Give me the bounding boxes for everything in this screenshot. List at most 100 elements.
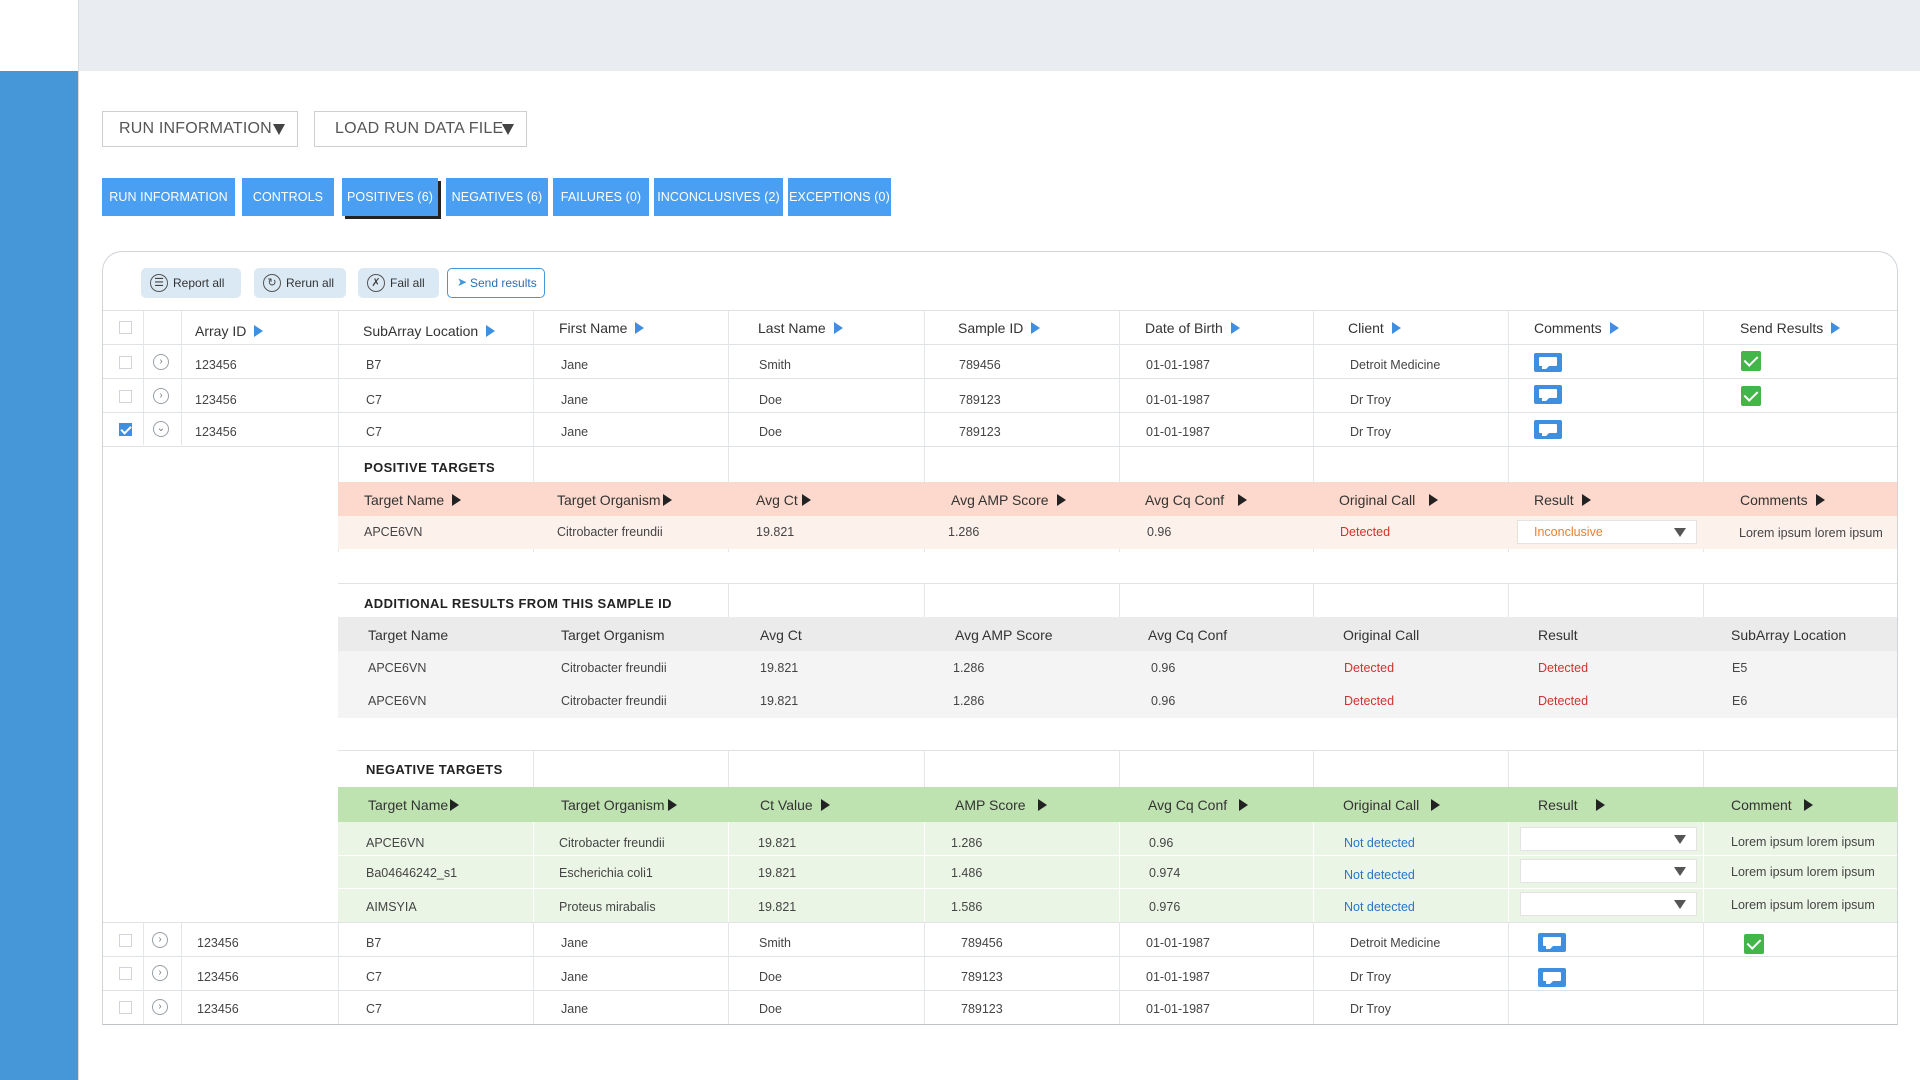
cell-original-call: Detected bbox=[1344, 694, 1395, 708]
col-divider bbox=[728, 922, 729, 1024]
expand-row-icon[interactable]: › bbox=[153, 354, 169, 370]
add-col-target-organism: Target Organism bbox=[561, 627, 665, 643]
sort-icon bbox=[486, 325, 496, 337]
expand-row-icon[interactable]: › bbox=[152, 999, 168, 1015]
tab-inconclusives[interactable]: INCONCLUSIVES (2) bbox=[654, 178, 783, 216]
neg-col-avg-cq-conf[interactable]: Avg Cq Conf bbox=[1148, 797, 1249, 813]
cell-subarray: C7 bbox=[366, 393, 382, 407]
load-run-data-file-dropdown[interactable]: LOAD RUN DATA FILE bbox=[314, 111, 527, 147]
expand-row-icon[interactable]: › bbox=[153, 388, 169, 404]
pos-col-result[interactable]: Result bbox=[1534, 492, 1591, 508]
cell-sample-id: 789123 bbox=[961, 1002, 1003, 1016]
tab-controls[interactable]: CONTROLS bbox=[242, 178, 334, 216]
col-sample-id[interactable]: Sample ID bbox=[958, 320, 1041, 336]
cell-original-call: Not detected bbox=[1344, 900, 1415, 914]
cell-result: Detected bbox=[1538, 694, 1589, 708]
cell-first-name: Jane bbox=[561, 358, 589, 372]
pos-col-comments[interactable]: Comments bbox=[1740, 492, 1825, 508]
row-checkbox[interactable] bbox=[119, 934, 132, 947]
add-col-original-call: Original Call bbox=[1343, 627, 1420, 643]
tab-negatives[interactable]: NEGATIVES (6) bbox=[446, 178, 548, 216]
tab-positives[interactable]: POSITIVES (6) bbox=[342, 178, 438, 216]
col-first-name[interactable]: First Name bbox=[559, 320, 645, 336]
cell-first-name: Jane bbox=[561, 970, 589, 984]
result-select[interactable] bbox=[1520, 827, 1697, 851]
fail-all-button[interactable]: ✗ Fail all bbox=[358, 268, 439, 298]
col-divider bbox=[1508, 750, 1509, 787]
neg-col-target-name[interactable]: Target Name bbox=[368, 797, 460, 813]
comment-icon[interactable] bbox=[1538, 933, 1566, 952]
tab-failures[interactable]: FAILURES (0) bbox=[553, 178, 649, 216]
pos-col-avg-cq-conf[interactable]: Avg Cq Conf bbox=[1145, 492, 1248, 508]
cell-dob: 01-01-1987 bbox=[1146, 1002, 1210, 1016]
col-divider bbox=[1508, 922, 1509, 1024]
row-divider bbox=[103, 990, 1897, 991]
send-result-check-icon[interactable] bbox=[1741, 386, 1761, 406]
comment-icon[interactable] bbox=[1534, 385, 1562, 404]
col-divider bbox=[1119, 750, 1120, 787]
pos-col-avg-ct[interactable]: Avg Ct bbox=[756, 492, 811, 508]
comment-icon[interactable] bbox=[1534, 420, 1562, 439]
pos-col-avg-amp-score[interactable]: Avg AMP Score bbox=[951, 492, 1066, 508]
comment-icon[interactable] bbox=[1534, 353, 1562, 372]
send-results-button[interactable]: ➤ Send results bbox=[447, 268, 545, 298]
cell-subarray: C7 bbox=[366, 1002, 382, 1016]
collapse-row-icon[interactable]: ⌄ bbox=[153, 421, 169, 437]
col-divider bbox=[533, 311, 534, 552]
row-checkbox[interactable] bbox=[119, 967, 132, 980]
top-bar bbox=[0, 0, 1920, 71]
col-date-of-birth[interactable]: Date of Birth bbox=[1145, 320, 1240, 336]
neg-col-target-organism[interactable]: Target Organism bbox=[561, 797, 678, 813]
col-array-id[interactable]: Array ID bbox=[195, 323, 264, 339]
cell-subarray: B7 bbox=[366, 358, 382, 372]
cell-avg-amp: 1.286 bbox=[948, 525, 980, 539]
cell-avg-cq: 0.96 bbox=[1151, 694, 1176, 708]
row-checkbox[interactable] bbox=[119, 390, 132, 403]
rerun-all-button[interactable]: ↻ Rerun all bbox=[254, 268, 346, 298]
select-all-checkbox[interactable] bbox=[119, 321, 132, 334]
neg-col-original-call[interactable]: Original Call bbox=[1343, 797, 1441, 813]
col-comments[interactable]: Comments bbox=[1534, 320, 1619, 336]
row-checkbox[interactable] bbox=[119, 1001, 132, 1014]
send-result-check-icon[interactable] bbox=[1744, 934, 1764, 954]
comment-icon[interactable] bbox=[1538, 968, 1566, 987]
neg-col-comment[interactable]: Comment bbox=[1731, 797, 1813, 813]
neg-col-result[interactable]: Result bbox=[1538, 797, 1605, 813]
col-last-name[interactable]: Last Name bbox=[758, 320, 843, 336]
result-select[interactable] bbox=[1520, 859, 1697, 883]
pos-col-target-organism[interactable]: Target Organism bbox=[557, 492, 673, 508]
send-result-check-icon[interactable] bbox=[1741, 351, 1761, 371]
tab-exceptions[interactable]: EXCEPTIONS (0) bbox=[788, 178, 891, 216]
report-all-button[interactable]: ☰ Report all bbox=[141, 268, 241, 298]
col-divider bbox=[728, 311, 729, 552]
pos-col-target-name[interactable]: Target Name bbox=[364, 492, 462, 508]
cell-dob: 01-01-1987 bbox=[1146, 393, 1210, 407]
cell-subarray: B7 bbox=[366, 936, 382, 950]
cell-ct-value: 19.821 bbox=[758, 836, 797, 850]
cell-array-id: 123456 bbox=[197, 970, 239, 984]
row-checkbox-checked[interactable] bbox=[119, 423, 132, 436]
sort-icon bbox=[452, 494, 462, 506]
pos-col-original-call[interactable]: Original Call bbox=[1339, 492, 1439, 508]
result-select[interactable]: Inconclusive bbox=[1517, 520, 1697, 544]
expand-row-icon[interactable]: › bbox=[152, 965, 168, 981]
row-checkbox[interactable] bbox=[119, 356, 132, 369]
col-divider bbox=[924, 922, 925, 1024]
cell-sample-id: 789123 bbox=[959, 425, 1001, 439]
run-information-dropdown[interactable]: RUN INFORMATION bbox=[102, 111, 298, 147]
tab-run-information[interactable]: RUN INFORMATION bbox=[102, 178, 235, 216]
col-divider bbox=[143, 922, 144, 1024]
neg-col-amp-score[interactable]: AMP Score bbox=[955, 797, 1047, 813]
cell-client: Dr Troy bbox=[1350, 425, 1391, 439]
col-subarray-location[interactable]: SubArray Location bbox=[363, 323, 496, 339]
expand-row-icon[interactable]: › bbox=[152, 932, 168, 948]
col-divider bbox=[1313, 750, 1314, 787]
col-divider bbox=[1508, 311, 1509, 552]
sort-icon bbox=[1803, 799, 1813, 811]
cell-last-name: Doe bbox=[759, 970, 782, 984]
neg-col-ct-value[interactable]: Ct Value bbox=[760, 797, 830, 813]
col-send-results[interactable]: Send Results bbox=[1740, 320, 1841, 336]
col-client[interactable]: Client bbox=[1348, 320, 1401, 336]
sort-icon bbox=[1815, 494, 1825, 506]
result-select[interactable] bbox=[1520, 892, 1697, 916]
